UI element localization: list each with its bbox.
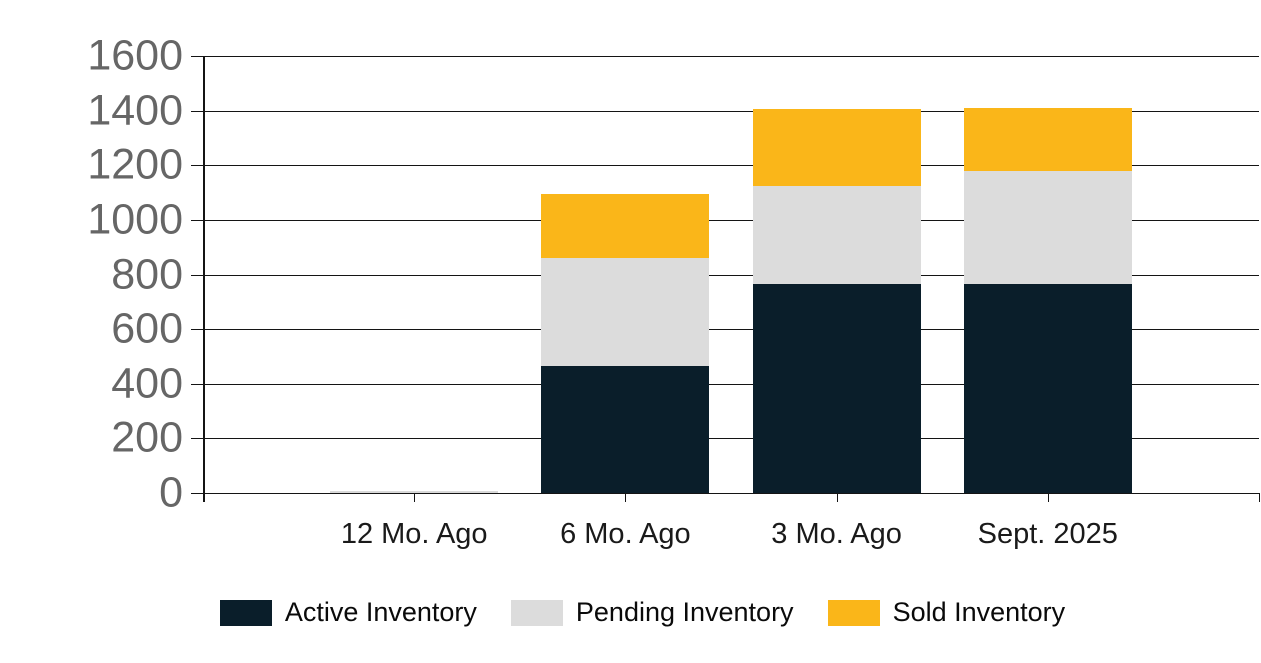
bar-segment-pending-inventory-sept-2025 [963,170,1132,285]
legend-item-sold-inventory: Sold Inventory [827,597,1066,628]
legend-item-active-inventory: Active Inventory [219,597,477,628]
y-axis-tick-label-1000: 1000 [87,195,183,244]
gridline-1600 [191,56,1259,57]
y-axis-line [203,56,205,502]
legend-swatch-sold-inventory [827,599,880,626]
y-axis-tick-label-600: 600 [111,304,183,353]
x-axis-end-tick [1259,493,1260,502]
bar-segment-active-inventory-6-mo-ago [541,366,710,493]
x-axis-label-6-mo-ago: 6 Mo. Ago [560,518,691,550]
y-axis-tick-label-1200: 1200 [87,140,183,189]
y-axis-tick-label-800: 800 [111,250,183,298]
bar-segment-sold-inventory-sept-2025 [963,107,1132,171]
y-axis-tick-label-1400: 1400 [87,86,183,135]
bar-segment-sold-inventory-3-mo-ago [752,109,921,186]
x-axis-tick-3-mo-ago [836,493,838,502]
bar-segment-pending-inventory-3-mo-ago [752,185,921,285]
gridline-1400 [191,110,1259,112]
gridline-0 [191,493,1259,494]
x-axis-label-12-mo-ago: 12 Mo. Ago [340,518,488,550]
legend-swatch-pending-inventory [510,599,563,626]
x-axis-tick-sept-2025 [1047,493,1049,502]
x-axis-label-3-mo-ago: 3 Mo. Ago [771,518,902,550]
x-axis-label-sept-2025: Sept. 2025 [977,518,1118,550]
y-axis-tick-label-200: 200 [111,413,183,462]
chart-legend: Active Inventory Pending Inventory Sold In… [12,597,1261,628]
y-axis-tick-label-1600: 1600 [87,31,183,80]
gridline-1200 [191,165,1259,167]
zero-bar-sliver-12-mo-ago [330,491,499,493]
gridline-400 [191,383,1259,385]
bar-segment-active-inventory-3-mo-ago [752,284,921,493]
bar-segment-sold-inventory-6-mo-ago [541,193,710,259]
bar-segment-pending-inventory-6-mo-ago [541,258,710,366]
y-axis-tick-label-400: 400 [111,359,183,408]
gridline-1000 [191,219,1259,221]
x-axis-tick-12-mo-ago [414,493,416,502]
gridline-600 [191,329,1259,331]
legend-label-active-inventory: Active Inventory [284,597,477,627]
x-axis-tick-6-mo-ago [625,493,627,502]
bar-segment-active-inventory-sept-2025 [963,284,1132,493]
plot-area: 0 200 400 600 800 1000 1200 1400 1600 12 Mo. Ago 6… [87,34,1260,550]
gridline-800 [191,274,1259,276]
gridline-200 [191,438,1259,440]
legend-item-pending-inventory: Pending Inventory [510,597,794,628]
y-axis-tick-label-0: 0 [159,468,183,517]
legend-label-sold-inventory: Sold Inventory [892,597,1066,627]
legend-swatch-active-inventory [219,599,272,626]
legend-label-pending-inventory: Pending Inventory [575,597,794,627]
